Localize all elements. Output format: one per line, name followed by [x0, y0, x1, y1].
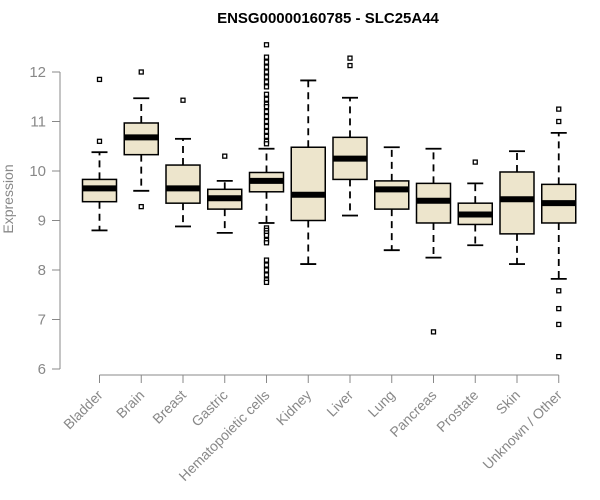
- y-tick-label: 11: [30, 114, 46, 131]
- outlier-point: [347, 62, 353, 69]
- outlier-point: [263, 262, 270, 268]
- y-axis: 6 7 8 9 10 11 12: [29, 64, 61, 378]
- outlier-point: [263, 279, 270, 286]
- outlier-point: [180, 97, 186, 103]
- outlier-point: [263, 113, 270, 120]
- outlier-point: [556, 321, 562, 328]
- outlier-point: [430, 329, 437, 335]
- y-tick-label: 10: [29, 163, 46, 180]
- box-group: [457, 159, 493, 247]
- outlier-point: [263, 123, 270, 130]
- outlier-point: [263, 133, 270, 140]
- outlier-point: [96, 76, 103, 83]
- outlier-point: [263, 91, 270, 97]
- outlier-point: [263, 128, 270, 135]
- outlier-point: [96, 138, 103, 144]
- box-group: [123, 69, 159, 210]
- x-tick-label: Breast: [149, 387, 189, 427]
- y-tick-label: 9: [38, 213, 46, 230]
- outlier-point: [263, 240, 270, 246]
- box-iqr: [290, 146, 326, 222]
- outlier-point: [263, 104, 270, 110]
- chart-title: ENSG00000160785 - SLC25A44: [217, 10, 439, 27]
- box-group: [248, 42, 285, 286]
- outlier-point: [263, 64, 270, 70]
- box-group: [374, 146, 410, 252]
- outlier-point: [263, 141, 270, 147]
- outlier-point: [263, 59, 270, 65]
- y-tick-label: 7: [38, 312, 46, 329]
- x-tick-label: Unknown / Other: [479, 387, 565, 473]
- box-group: [332, 55, 368, 217]
- outlier-point: [138, 203, 144, 210]
- x-tick-label: Liver: [323, 387, 356, 420]
- x-tick-label: Kidney: [273, 387, 315, 429]
- y-tick-label: 6: [38, 361, 46, 378]
- box-group: [165, 97, 201, 228]
- outlier-point: [263, 257, 270, 263]
- outlier-point: [263, 108, 270, 115]
- outlier-point: [138, 69, 144, 75]
- outlier-point: [263, 267, 270, 273]
- y-axis-label: Expression: [0, 164, 16, 233]
- box-iqr: [499, 171, 535, 235]
- box-group: [415, 147, 452, 335]
- outlier-point: [263, 54, 270, 60]
- outlier-point: [263, 74, 270, 80]
- x-tick-label: Skin: [493, 387, 524, 418]
- outlier-point: [263, 232, 270, 239]
- outlier-point: [263, 84, 270, 90]
- box-group: [499, 150, 535, 265]
- box-group: [81, 76, 118, 232]
- outlier-point: [556, 106, 562, 112]
- box-iqr: [374, 180, 410, 210]
- outlier-point: [472, 159, 478, 165]
- boxes-layer: [81, 42, 577, 360]
- outlier-point: [263, 118, 270, 125]
- outlier-point: [222, 153, 228, 159]
- outlier-point: [263, 42, 270, 48]
- outlier-point: [263, 79, 270, 85]
- x-tick-label: Bladder: [60, 387, 106, 433]
- y-tick-label: 12: [29, 64, 46, 81]
- box-group: [290, 79, 326, 265]
- outlier-point: [347, 55, 353, 61]
- x-tick-label: Brain: [113, 387, 147, 421]
- outlier-point: [556, 353, 562, 360]
- y-tick-label: 8: [38, 262, 46, 279]
- x-tick-label: Prostate: [433, 387, 481, 435]
- outlier-point: [556, 288, 562, 294]
- box-iqr: [165, 164, 201, 204]
- outlier-point: [263, 69, 270, 75]
- outlier-point: [263, 96, 270, 102]
- outlier-point: [556, 118, 562, 125]
- box-group: [541, 106, 577, 360]
- x-tick-label: Lung: [365, 387, 398, 420]
- outlier-point: [263, 272, 270, 278]
- outlier-point: [556, 305, 562, 312]
- box-group: [207, 153, 243, 234]
